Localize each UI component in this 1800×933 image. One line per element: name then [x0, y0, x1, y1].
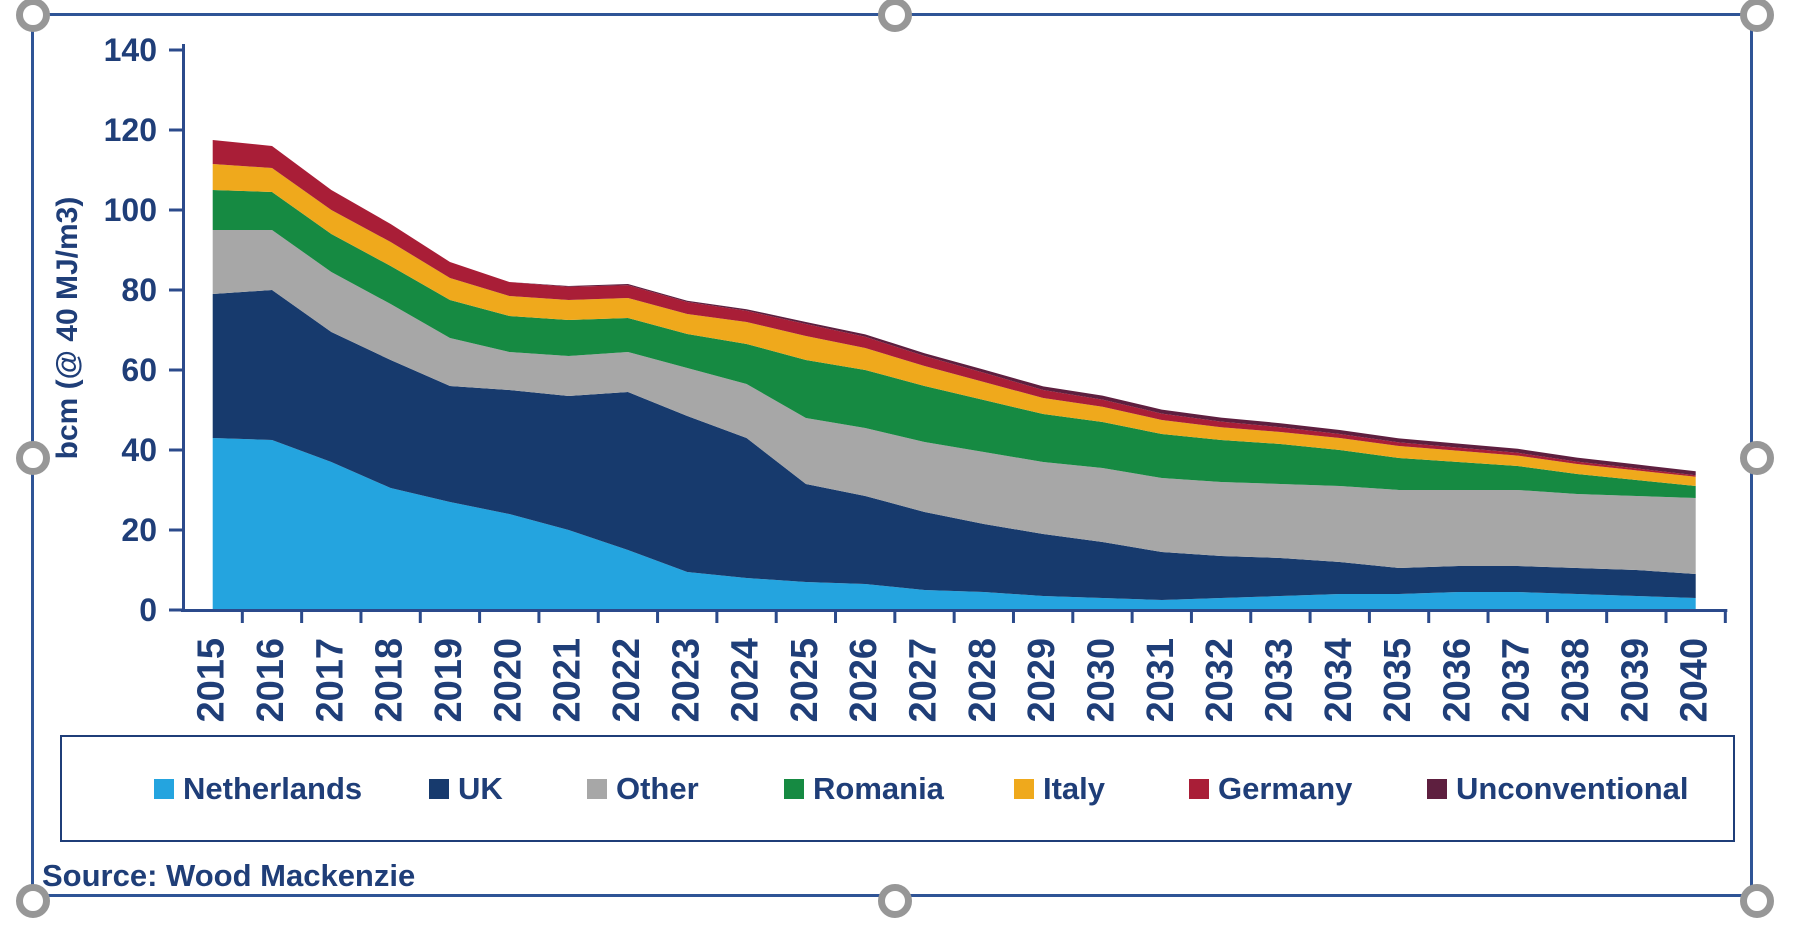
- area-series-uk[interactable]: [212, 290, 1696, 600]
- legend-swatch-icon: [587, 778, 607, 799]
- x-axis-year-label: 2026: [843, 638, 885, 723]
- chart-legend: Netherlands UK Other Romania Italy Germany Unc…: [60, 735, 1735, 842]
- x-axis-year-label: 2039: [1614, 638, 1656, 723]
- x-axis-year-label: 2021: [547, 638, 589, 723]
- x-axis-year-label: 2035: [1377, 638, 1419, 723]
- x-axis-year-label: 2022: [606, 638, 648, 723]
- x-axis-year-label: 2019: [428, 638, 470, 723]
- y-tick-label: 0: [139, 592, 157, 628]
- legend-item-uk[interactable]: UK: [429, 737, 503, 840]
- x-axis-year-label: 2029: [1021, 638, 1063, 723]
- x-axis-year-label: 2016: [250, 638, 292, 723]
- legend-label: Unconventional: [1456, 770, 1689, 806]
- legend-item-netherlands[interactable]: Netherlands: [154, 737, 362, 840]
- legend-item-other[interactable]: Other: [587, 737, 699, 840]
- y-tick-label: 80: [121, 272, 157, 308]
- x-axis-year-label: 2017: [309, 638, 351, 723]
- y-tick-label: 60: [121, 352, 157, 388]
- x-axis-year-label: 2018: [369, 638, 411, 723]
- legend-label: Romania: [813, 770, 944, 806]
- selection-handle[interactable]: [878, 884, 912, 918]
- x-axis-year-label: 2023: [665, 638, 707, 723]
- legend-swatch-icon: [1427, 778, 1447, 799]
- legend-swatch-icon: [1014, 778, 1034, 799]
- y-tick-label: 120: [104, 112, 157, 148]
- x-axis-year-label: 2024: [725, 638, 767, 723]
- x-axis-year-label: 2038: [1555, 638, 1597, 723]
- x-axis-year-label: 2036: [1436, 638, 1478, 723]
- legend-label: UK: [458, 770, 503, 806]
- legend-label: Other: [616, 770, 699, 806]
- legend-swatch-icon: [429, 778, 449, 799]
- y-tick-label: 40: [121, 432, 157, 468]
- legend-swatch-icon: [784, 778, 804, 799]
- legend-item-germany[interactable]: Germany: [1189, 737, 1352, 840]
- legend-item-italy[interactable]: Italy: [1014, 737, 1105, 840]
- y-tick-label: 20: [121, 512, 157, 548]
- x-axis-year-label: 2040: [1674, 638, 1716, 723]
- y-axis-title: bcm (@ 40 MJ/m3): [51, 196, 84, 460]
- selection-handle[interactable]: [878, 0, 912, 32]
- legend-label: Italy: [1043, 770, 1106, 806]
- selection-handle[interactable]: [16, 884, 50, 918]
- legend-label: Netherlands: [183, 770, 363, 806]
- x-axis-year-label: 2030: [1081, 638, 1123, 723]
- area-series-other[interactable]: [212, 230, 1696, 574]
- source-note: Source: Wood Mackenzie: [42, 858, 416, 893]
- legend-label: Germany: [1218, 770, 1353, 806]
- x-axis-year-label: 2025: [784, 638, 826, 723]
- selection-handle[interactable]: [16, 441, 50, 475]
- selection-handle[interactable]: [1740, 441, 1774, 475]
- selection-handle[interactable]: [1740, 0, 1774, 32]
- x-axis-year-label: 2027: [903, 638, 945, 723]
- x-axis-year-label: 2034: [1318, 638, 1360, 723]
- y-tick-label: 100: [104, 192, 157, 228]
- x-axis-year-label: 2032: [1199, 638, 1241, 723]
- area-series-romania[interactable]: [212, 190, 1696, 498]
- x-axis-year-label: 2015: [191, 638, 233, 723]
- selection-handle[interactable]: [16, 0, 50, 32]
- y-tick-label: 140: [104, 32, 157, 68]
- legend-swatch-icon: [154, 778, 174, 799]
- selection-handle[interactable]: [1740, 884, 1774, 918]
- x-axis-year-label: 2037: [1496, 638, 1538, 723]
- legend-swatch-icon: [1189, 778, 1209, 799]
- legend-item-romania[interactable]: Romania: [784, 737, 944, 840]
- legend-item-unconventional[interactable]: Unconventional: [1427, 737, 1689, 840]
- x-axis-year-label: 2031: [1140, 638, 1182, 723]
- area-series-netherlands[interactable]: [212, 438, 1696, 610]
- x-axis-year-label: 2020: [487, 638, 529, 723]
- x-axis-year-label: 2033: [1258, 638, 1300, 723]
- x-axis-year-label: 2028: [962, 638, 1004, 723]
